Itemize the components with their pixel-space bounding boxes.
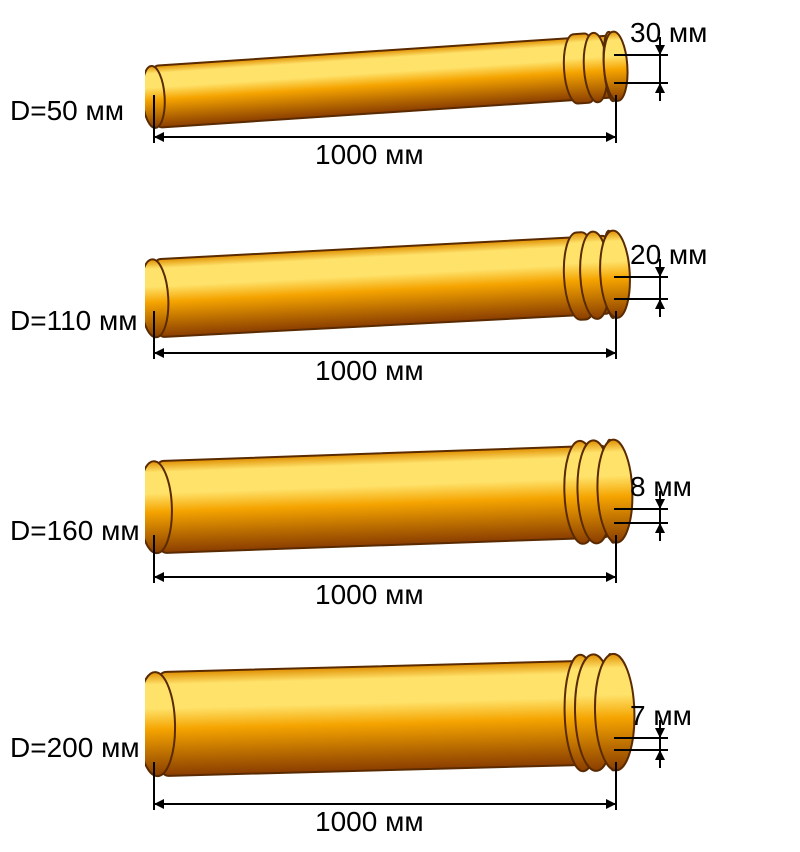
slope-label: 8 мм [630,471,692,503]
length-label: 1000 мм [315,139,424,171]
pipe-icon [145,31,630,133]
slope-label: 20 мм [630,239,707,271]
diameter-label: D=160 мм [10,515,140,547]
pipe-drawing [145,20,795,220]
pipe-icon [145,230,632,343]
length-label: 1000 мм [315,579,424,611]
slope-label: 30 мм [630,17,707,49]
pipe-icon [145,439,634,559]
diameter-label: D=200 мм [10,732,140,764]
length-label: 1000 мм [315,806,424,838]
pipe-row: D=200 мм 1000 мм 7 мм [0,650,800,850]
pipe-drawing [145,435,795,635]
pipe-row: D=160 мм 1000 мм 8 мм [0,435,800,635]
length-label: 1000 мм [315,355,424,387]
diameter-label: D=50 мм [10,95,124,127]
pipe-icon [145,653,636,782]
diameter-label: D=110 мм [10,305,138,337]
slope-label: 7 мм [630,700,692,732]
diagram-page: D=50 мм1000 мм30 ммD=110 мм1000 мм20 ммD… [0,0,800,852]
pipe-drawing [145,650,795,850]
pipe-row: D=110 мм 1000 мм 20 мм [0,225,800,425]
pipe-row: D=50 мм 1000 мм 30 мм [0,20,800,220]
